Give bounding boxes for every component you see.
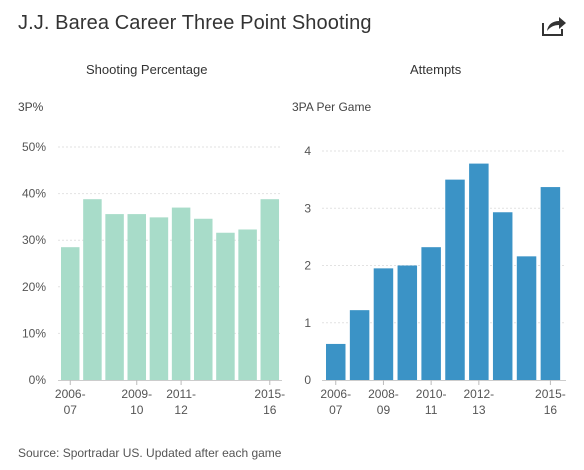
right-x-tick-label: 07 xyxy=(329,403,343,417)
right-x-tick-label: 2015- xyxy=(535,387,566,401)
right-bar xyxy=(349,310,370,380)
left-bar xyxy=(171,207,191,380)
left-bar xyxy=(194,218,213,380)
right-bar xyxy=(421,247,441,380)
right-y-tick-label: 0 xyxy=(304,373,311,387)
right-panel-title: Attempts xyxy=(410,62,462,77)
right-x-tick-label: 16 xyxy=(544,403,558,417)
right-x-tick-label: 2010- xyxy=(416,387,447,401)
left-x-tick-label: 12 xyxy=(174,403,188,417)
left-x-tick-label: 2009- xyxy=(121,387,152,401)
left-y-tick-label: 0% xyxy=(29,373,47,387)
right-y-tick-label: 2 xyxy=(304,259,311,273)
left-x-tick-label: 2006- xyxy=(55,387,86,401)
right-bar xyxy=(540,187,561,380)
left-bar xyxy=(127,214,147,380)
right-y-tick-label: 1 xyxy=(304,316,311,330)
chart-title: J.J. Barea Career Three Point Shooting xyxy=(18,12,372,34)
left-x-tick-label: 2015- xyxy=(254,387,285,401)
right-bar xyxy=(373,268,394,380)
left-y-tick-label: 30% xyxy=(22,233,46,247)
right-y-tick-label: 4 xyxy=(304,144,311,158)
left-bar xyxy=(149,217,169,380)
right-x-tick-label: 09 xyxy=(377,403,391,417)
left-bar xyxy=(61,247,80,380)
source-note: Source: Sportradar US. Updated after eac… xyxy=(18,446,282,460)
left-bar xyxy=(105,214,124,380)
right-x-tick-label: 13 xyxy=(472,403,486,417)
right-bar xyxy=(469,163,489,380)
left-x-tick-label: 16 xyxy=(263,403,277,417)
left-x-tick-label: 10 xyxy=(130,403,144,417)
left-bar xyxy=(260,199,280,380)
left-y-tick-label: 40% xyxy=(22,187,46,201)
left-x-tick-label: 07 xyxy=(64,403,78,417)
left-bar xyxy=(238,229,257,380)
left-y-tick-label: 20% xyxy=(22,280,46,294)
right-x-tick-label: 11 xyxy=(425,403,438,417)
right-bar xyxy=(326,343,346,380)
right-x-tick-label: 2006- xyxy=(320,387,351,401)
right-bar xyxy=(516,256,537,380)
left-y-tick-label: 10% xyxy=(22,326,46,340)
right-bar xyxy=(397,265,418,380)
left-bar xyxy=(216,232,235,380)
left-bar xyxy=(83,199,102,380)
right-bar xyxy=(445,179,465,380)
share-icon[interactable] xyxy=(541,15,567,37)
right-x-tick-label: 2012- xyxy=(463,387,494,401)
left-x-tick-label: 2011- xyxy=(166,387,196,401)
right-y-axis-label: 3PA Per Game xyxy=(292,100,372,114)
right-bar xyxy=(492,212,513,380)
left-y-axis-label: 3P% xyxy=(18,100,44,114)
left-y-tick-label: 50% xyxy=(22,140,46,154)
left-panel-title: Shooting Percentage xyxy=(86,62,208,77)
right-y-tick-label: 3 xyxy=(304,201,311,215)
right-x-tick-label: 2008- xyxy=(368,387,399,401)
